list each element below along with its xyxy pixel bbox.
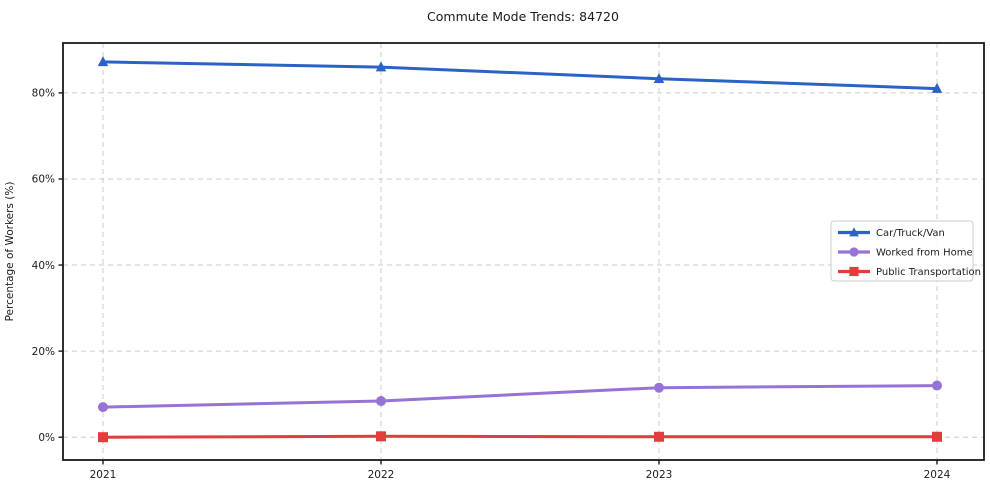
y-tick-label: 80%	[32, 88, 55, 100]
legend-label-worked-from-home: Worked from Home	[876, 248, 973, 259]
legend-label-car-truck-van: Car/Truck/Van	[876, 228, 945, 239]
plot-area: 0% 20% 40% 60% 80% 2021 2022 2023 2024 Car/Truck/…	[32, 42, 985, 481]
legend-marker-circle-icon	[849, 247, 859, 257]
x-tick-label: 2024	[924, 469, 951, 481]
data-point-public-transportation	[932, 431, 942, 442]
y-axis-label: Percentage of Workers (%)	[4, 182, 16, 322]
series-line-car-truck-van	[101, 60, 939, 91]
data-point-car-truck-van	[375, 61, 387, 72]
x-tick-label: 2023	[646, 469, 673, 481]
data-point-public-transportation	[98, 432, 108, 443]
data-point-public-transportation	[376, 431, 386, 442]
series-line-worked-from-home	[101, 384, 939, 409]
data-point-car-truck-van	[653, 72, 665, 83]
data-point-car-truck-van	[97, 56, 109, 67]
series-line-public-transportation	[101, 434, 939, 439]
data-point-public-transportation	[654, 431, 664, 442]
data-point-worked-from-home	[932, 380, 942, 391]
y-tick-label: 60%	[32, 174, 55, 186]
y-tick-label: 40%	[32, 260, 55, 272]
legend-marker-triangle-icon	[849, 227, 859, 237]
legend-label-public-transportation: Public Transportation	[876, 267, 981, 278]
axis-border	[62, 42, 985, 461]
data-point-worked-from-home	[98, 402, 108, 413]
data-point-worked-from-home	[654, 382, 664, 393]
y-tick-label: 20%	[32, 346, 55, 358]
chart-title: Commute Mode Trends: 84720	[427, 9, 619, 24]
data-point-worked-from-home	[376, 396, 386, 407]
legend-marker-square-icon	[849, 266, 859, 277]
x-tick-label: 2022	[368, 469, 395, 481]
x-tick-label: 2021	[90, 469, 117, 481]
data-point-car-truck-van	[931, 82, 943, 93]
legend-box	[830, 220, 974, 282]
y-tick-label: 0%	[38, 432, 55, 444]
